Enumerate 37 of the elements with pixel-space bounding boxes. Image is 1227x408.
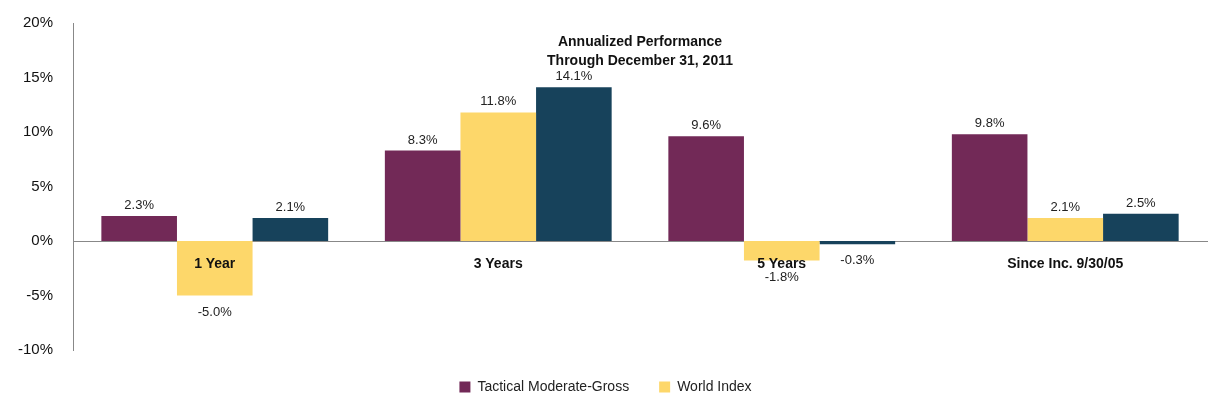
y-tick-label: 5%	[31, 176, 54, 194]
bar	[819, 241, 896, 245]
text: 2.1%	[1050, 199, 1081, 215]
text: 14.1%	[555, 68, 593, 84]
bar	[536, 87, 612, 241]
bar	[101, 215, 177, 241]
legend-label: Tactical Moderate-Gross	[477, 377, 630, 394]
text: 2.1%	[275, 199, 306, 215]
legend-label: World Index	[677, 377, 752, 394]
text: -5.0%	[197, 303, 232, 319]
bar	[384, 150, 461, 241]
bar	[668, 136, 744, 241]
text: 9.8%	[974, 115, 1005, 131]
text: 11.8%	[480, 93, 517, 109]
text: -1.8%	[764, 268, 799, 284]
text: Annualized Performance Through December 31, 2011	[547, 32, 734, 68]
text: -0.3%	[840, 252, 875, 268]
x-tick-label: 1 Year	[194, 254, 236, 271]
x-tick-label: 5 Years	[757, 254, 807, 271]
y-tick-label: 10%	[22, 122, 54, 140]
text: 2.3%	[124, 197, 154, 213]
bar	[1103, 213, 1179, 241]
text: 2.5%	[1126, 194, 1156, 210]
bar	[1027, 218, 1104, 241]
bar	[460, 112, 537, 241]
x-tick-label: Since Inc. 9/30/05	[1007, 254, 1124, 271]
bar	[252, 218, 329, 241]
bar	[176, 241, 253, 296]
y-tick-label: 15%	[22, 67, 54, 85]
text: 9.6%	[691, 117, 721, 133]
y-tick-label: 0%	[31, 231, 54, 249]
text: 8.3%	[407, 131, 438, 147]
x-tick-label: 3 Years	[473, 254, 523, 271]
bar	[951, 134, 1028, 241]
y-tick-label: 20%	[22, 13, 54, 31]
y-tick-label: -10%	[17, 340, 54, 358]
y-tick-label: -5%	[26, 285, 54, 303]
